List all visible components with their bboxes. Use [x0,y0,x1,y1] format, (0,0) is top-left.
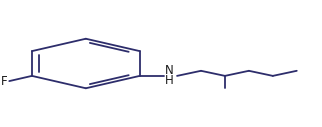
Text: H: H [165,74,174,88]
Text: F: F [1,75,8,88]
Text: N: N [165,64,174,77]
